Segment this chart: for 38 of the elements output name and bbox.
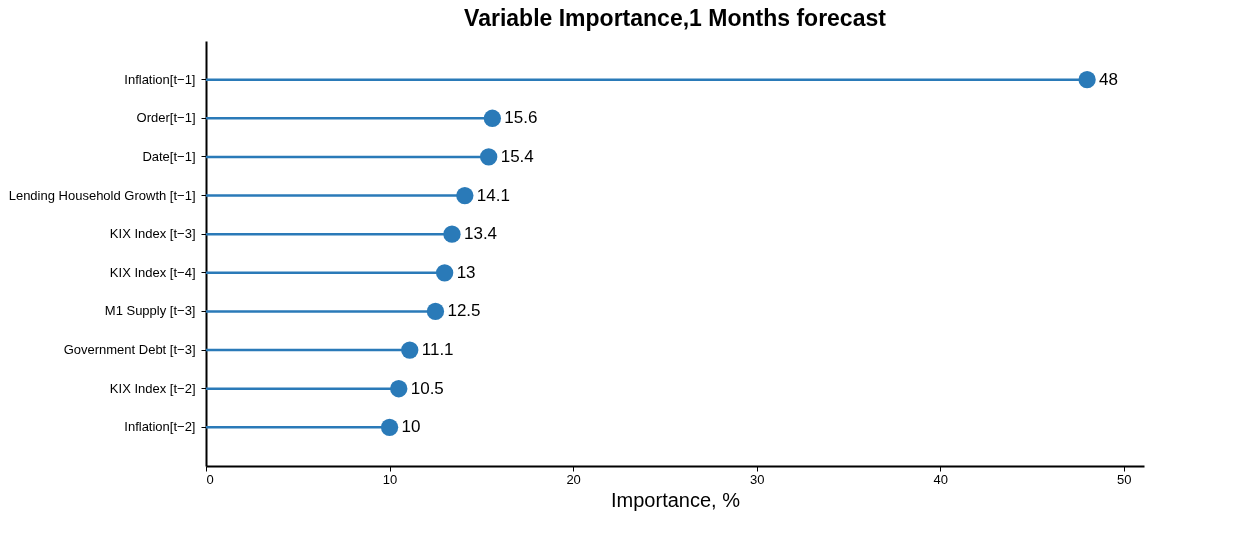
point [380, 418, 399, 437]
point [426, 302, 445, 321]
y-tick-label: Inflation[t−2] [124, 419, 196, 435]
point [443, 225, 461, 243]
x-tick-label: 10 [382, 471, 398, 487]
data-label: 10 [401, 417, 421, 437]
data-label: 15.4 [500, 146, 534, 166]
chart-title: Variable Importance,1 Months forecast [464, 5, 887, 31]
y-tick-label: M1 Supply [t−3] [104, 303, 196, 319]
point [480, 148, 498, 166]
x-tick-label: 40 [933, 471, 948, 487]
data-label: 48 [1099, 69, 1119, 89]
y-tick-label: Lending Household Growth [t−1] [8, 187, 196, 203]
x-tick-label: 0 [206, 471, 214, 487]
data-label: 11.1 [421, 340, 454, 360]
point [390, 380, 408, 398]
data-label: 13 [456, 262, 476, 282]
point [401, 341, 419, 359]
y-tick-label: Government Debt [t−3] [63, 342, 196, 358]
x-axis-title: Importance, % [611, 488, 741, 511]
point [456, 186, 474, 205]
data-label: 15.6 [504, 108, 538, 128]
y-tick-label: KIX Index [t−4] [109, 264, 196, 280]
y-tick-label: KIX Index [t−2] [109, 380, 196, 396]
data-label: 13.4 [463, 224, 498, 244]
point [483, 109, 502, 127]
point [435, 264, 454, 282]
point [1078, 70, 1096, 89]
y-tick-label: Inflation[t−1] [124, 71, 196, 87]
data-label: 10.5 [410, 378, 444, 398]
x-tick-label: 50 [1117, 471, 1132, 487]
y-tick-label: Date[t−1] [142, 148, 196, 164]
x-tick-label: 20 [566, 471, 581, 487]
data-label: 12.5 [447, 301, 481, 321]
data-label: 14.1 [476, 185, 510, 205]
y-tick-label: KIX Index [t−3] [109, 226, 196, 242]
y-tick-label: Order[t−1] [136, 110, 196, 126]
x-tick-label: 30 [749, 471, 765, 487]
